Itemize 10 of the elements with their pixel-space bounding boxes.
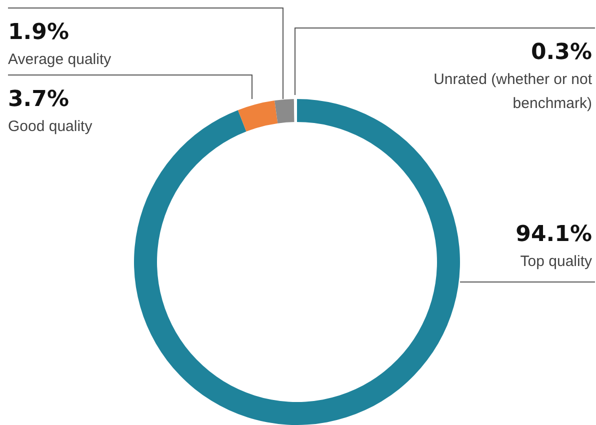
data-label: 1.9% xyxy=(8,19,70,47)
donut-slice xyxy=(274,99,294,124)
slice-label: Top quality xyxy=(519,252,592,272)
donut-slice xyxy=(238,100,278,132)
slice-label: Unrated (whether or not benchmark) xyxy=(432,70,592,114)
data-label: 94.1% xyxy=(516,221,592,249)
slice-label: Average quality xyxy=(8,50,112,70)
data-label: 0.3% xyxy=(530,39,592,67)
data-label: 3.7% xyxy=(8,86,70,114)
slice-label: Good quality xyxy=(8,117,92,137)
